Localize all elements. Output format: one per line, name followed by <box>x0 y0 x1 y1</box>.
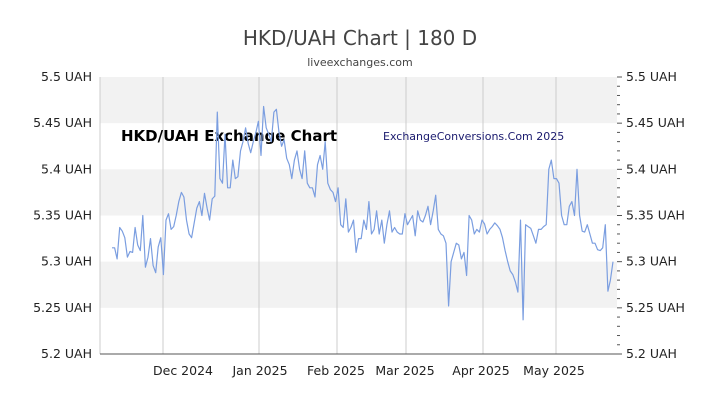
y-tick-label-right: 5.4 UAH <box>626 161 677 176</box>
x-tick-label: Apr 2025 <box>452 363 509 378</box>
y-tick-label-right: 5.25 UAH <box>626 300 685 315</box>
plot-bands <box>100 77 617 308</box>
y-tick-label-left: 5.25 UAH <box>33 300 92 315</box>
chart-subtitle: liveexchanges.com <box>307 56 413 69</box>
plot-band <box>100 169 617 216</box>
y-tick-label-left: 5.4 UAH <box>41 161 92 176</box>
chart-title: HKD/UAH Chart | 180 D <box>242 26 478 50</box>
plot-band <box>100 77 617 124</box>
plot-band <box>100 261 617 308</box>
x-tick-label: Jan 2025 <box>231 363 287 378</box>
y-axis-right-labels: 5.5 UAH 5.45 UAH 5.4 UAH 5.35 UAH 5.3 UAH 5.2… <box>626 69 685 361</box>
y-tick-label-right: 5.5 UAH <box>626 69 677 84</box>
y-tick-label-left: 5.35 UAH <box>33 208 92 223</box>
right-axis-ticks <box>617 76 622 355</box>
x-tick-label: Dec 2024 <box>153 363 213 378</box>
chart-annotation-title: HKD/UAH Exchange Chart <box>121 127 337 145</box>
y-tick-label-right: 5.45 UAH <box>626 115 685 130</box>
y-tick-label-left: 5.3 UAH <box>41 254 92 269</box>
x-tick-label: Mar 2025 <box>375 363 434 378</box>
y-tick-label-left: 5.5 UAH <box>41 69 92 84</box>
x-tick-label: May 2025 <box>523 363 585 378</box>
y-tick-label-left: 5.45 UAH <box>33 115 92 130</box>
x-tick-label: Feb 2025 <box>307 363 365 378</box>
x-axis-labels: Dec 2024 Jan 2025 Feb 2025 Mar 2025 Apr 2025… <box>153 363 585 378</box>
series-line-hkd-uah <box>112 105 614 321</box>
y-axis-left-labels: 5.5 UAH 5.45 UAH 5.4 UAH 5.35 UAH 5.3 UAH 5.2… <box>33 69 92 361</box>
chart-annotation-source: ExchangeConversions.Com 2025 <box>383 130 564 143</box>
y-tick-label-right: 5.2 UAH <box>626 346 677 361</box>
y-tick-label-left: 5.2 UAH <box>41 346 92 361</box>
y-tick-label-right: 5.3 UAH <box>626 254 677 269</box>
y-tick-label-right: 5.35 UAH <box>626 208 685 223</box>
